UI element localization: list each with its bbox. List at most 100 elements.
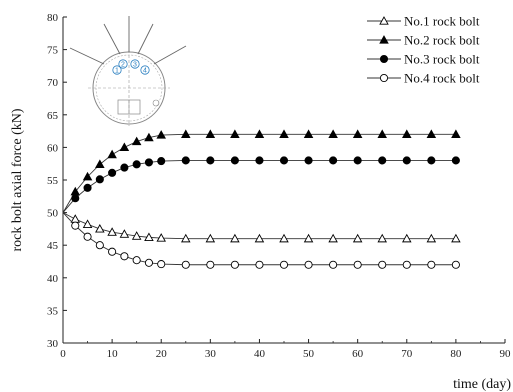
data-point <box>328 129 338 139</box>
legend: No.1 rock bolt No.2 rock bolt No.3 rock bo… <box>367 14 480 86</box>
data-point <box>451 156 460 165</box>
inset-bolt-1 <box>69 47 105 65</box>
legend-label: No.2 rock bolt <box>404 33 480 48</box>
data-point <box>108 247 117 256</box>
data-point <box>230 156 239 165</box>
data-point <box>156 233 166 242</box>
data-point <box>120 252 129 261</box>
legend-item-3: No.3 rock bolt <box>367 52 480 67</box>
data-point <box>181 129 191 139</box>
data-point <box>83 232 92 241</box>
inset-label-2: 2 <box>121 62 125 69</box>
series-1 <box>62 212 461 243</box>
data-point <box>131 231 142 240</box>
inset-bolt-3 <box>137 23 154 55</box>
data-point <box>205 129 216 139</box>
inset-marker-3 <box>130 59 140 69</box>
data-point <box>205 233 216 243</box>
y-tick-label: 65 <box>47 110 59 122</box>
inset-bolt-4 <box>153 45 187 65</box>
data-point <box>156 130 166 139</box>
data-point <box>157 157 166 166</box>
x-tick-label: 30 <box>205 348 217 360</box>
x-tick-label: 20 <box>156 348 168 360</box>
data-point <box>70 214 81 223</box>
data-point <box>83 183 92 192</box>
y-tick-label: 75 <box>47 45 59 57</box>
data-point <box>378 260 387 269</box>
y-axis-label: rock bolt axial force (kN) <box>10 108 25 251</box>
data-point <box>303 129 314 139</box>
data-point <box>279 156 289 165</box>
data-point <box>353 260 362 269</box>
data-point <box>144 132 154 142</box>
y-tick-label: 30 <box>47 338 59 350</box>
data-point <box>352 233 363 243</box>
data-point <box>206 156 215 165</box>
inset-marker-2 <box>118 59 128 69</box>
y-tick-label: 50 <box>47 208 59 220</box>
legend-marker <box>379 16 389 25</box>
data-point <box>95 175 104 184</box>
data-point <box>353 156 362 165</box>
legend-item-1: No.1 rock bolt <box>367 14 480 29</box>
data-point <box>451 260 460 269</box>
data-point <box>303 233 314 243</box>
data-point <box>131 136 142 146</box>
legend-item-4: No.4 rock bolt <box>367 71 480 86</box>
x-tick-label: 50 <box>303 348 315 360</box>
data-point <box>95 159 105 169</box>
tunnel-inset-diagram: 1 2 3 4 <box>69 16 187 126</box>
x-axis-label: time (day) <box>453 377 511 392</box>
legend-item-2: No.2 rock bolt <box>367 33 480 48</box>
inset-label-4: 4 <box>143 68 147 75</box>
series-3 <box>62 156 460 213</box>
data-point <box>144 232 154 242</box>
data-point <box>119 229 130 238</box>
data-point <box>254 129 265 139</box>
x-tick-label: 80 <box>450 348 462 360</box>
data-point <box>107 149 117 159</box>
x-tick-label: 90 <box>500 348 512 360</box>
legend-marker <box>379 54 389 64</box>
x-tick-label: 0 <box>60 348 66 360</box>
data-point <box>230 129 240 139</box>
data-point <box>230 260 239 269</box>
data-point <box>279 260 289 269</box>
data-point <box>206 260 215 269</box>
data-point <box>132 160 141 169</box>
series-4 <box>62 212 460 269</box>
legend-marker <box>379 73 389 83</box>
data-point <box>120 163 129 172</box>
data-point <box>144 258 153 267</box>
x-tick-label: 70 <box>401 348 413 360</box>
y-tick-label: 80 <box>47 12 59 24</box>
series-layer <box>62 129 461 269</box>
y-tick-label: 35 <box>47 305 59 317</box>
y-tick-label: 45 <box>47 240 59 252</box>
inset-marker-1 <box>112 65 122 75</box>
data-point <box>71 221 80 230</box>
data-point <box>255 260 264 269</box>
data-point <box>82 219 93 228</box>
data-point <box>378 156 387 165</box>
legend-label: No.1 rock bolt <box>404 14 480 29</box>
data-point <box>329 156 338 165</box>
y-tick-label: 70 <box>47 77 59 89</box>
data-point <box>377 129 387 139</box>
data-point <box>279 129 289 139</box>
data-point <box>328 233 338 243</box>
inset-label-1: 1 <box>115 68 119 75</box>
data-point <box>255 156 264 165</box>
series-2 <box>62 129 461 213</box>
data-point <box>352 129 363 139</box>
data-point <box>279 233 289 243</box>
data-point <box>254 233 265 243</box>
data-point <box>82 171 93 181</box>
x-tick-label: 60 <box>352 348 364 360</box>
data-point <box>71 194 80 203</box>
data-point <box>304 260 313 269</box>
inset-marker-4 <box>140 65 150 75</box>
data-point <box>95 241 104 250</box>
